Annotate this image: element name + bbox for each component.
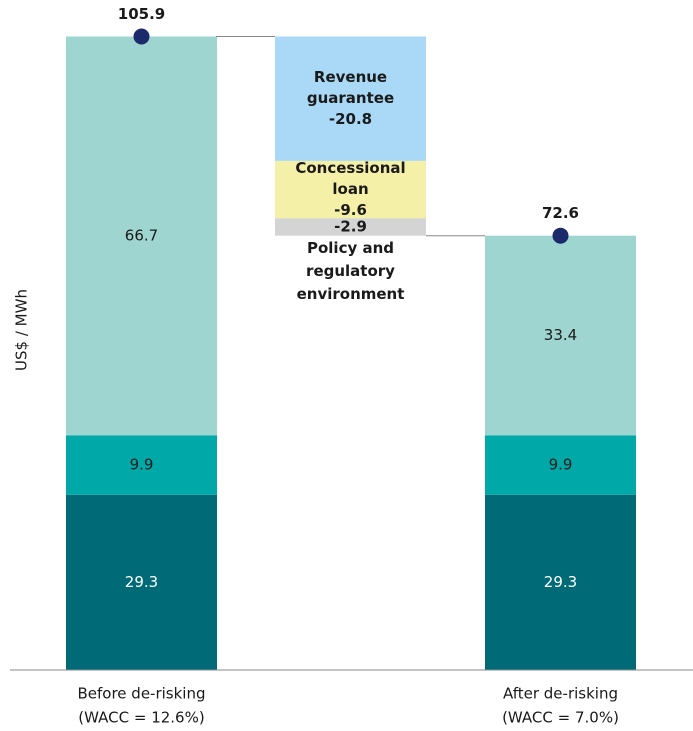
step-bar [275,218,426,236]
x-tick-label: Before de-risking [77,685,205,703]
data-label: 9.9 [130,456,154,474]
data-label: 33.4 [544,326,577,344]
step-value: -9.6 [334,201,367,219]
step-label: environment [297,285,405,303]
step-label: Revenue [314,68,387,86]
step-bar [275,160,426,219]
step-label: guarantee [307,89,394,107]
step-label: Concessional [295,159,405,177]
bar-segment [66,36,217,436]
total-label: 105.9 [118,5,165,23]
data-label: 66.7 [125,226,158,244]
data-label: 9.9 [549,456,573,474]
x-tick-label: After de-risking [503,685,618,703]
data-label: 29.3 [125,573,158,591]
bar-segment [485,494,636,670]
x-tick-label: (WACC = 7.0%) [502,709,619,727]
total-marker [133,28,150,45]
step-label: Policy and [307,239,394,257]
total-marker [552,227,569,244]
x-tick-label: (WACC = 12.6%) [78,709,204,727]
data-label: 29.3 [544,573,577,591]
total-label: 72.6 [542,204,579,222]
step-value: -2.9 [334,218,367,236]
step-label: regulatory [306,262,395,280]
bar-segment [66,435,217,495]
step-label: loan [332,180,368,198]
bar-segment [485,435,636,495]
y-axis-label: US$ / MWh [13,289,31,371]
bar-segment [66,494,217,670]
bar-segment [485,235,636,436]
step-bar [275,36,426,161]
step-value: -20.8 [329,110,372,128]
